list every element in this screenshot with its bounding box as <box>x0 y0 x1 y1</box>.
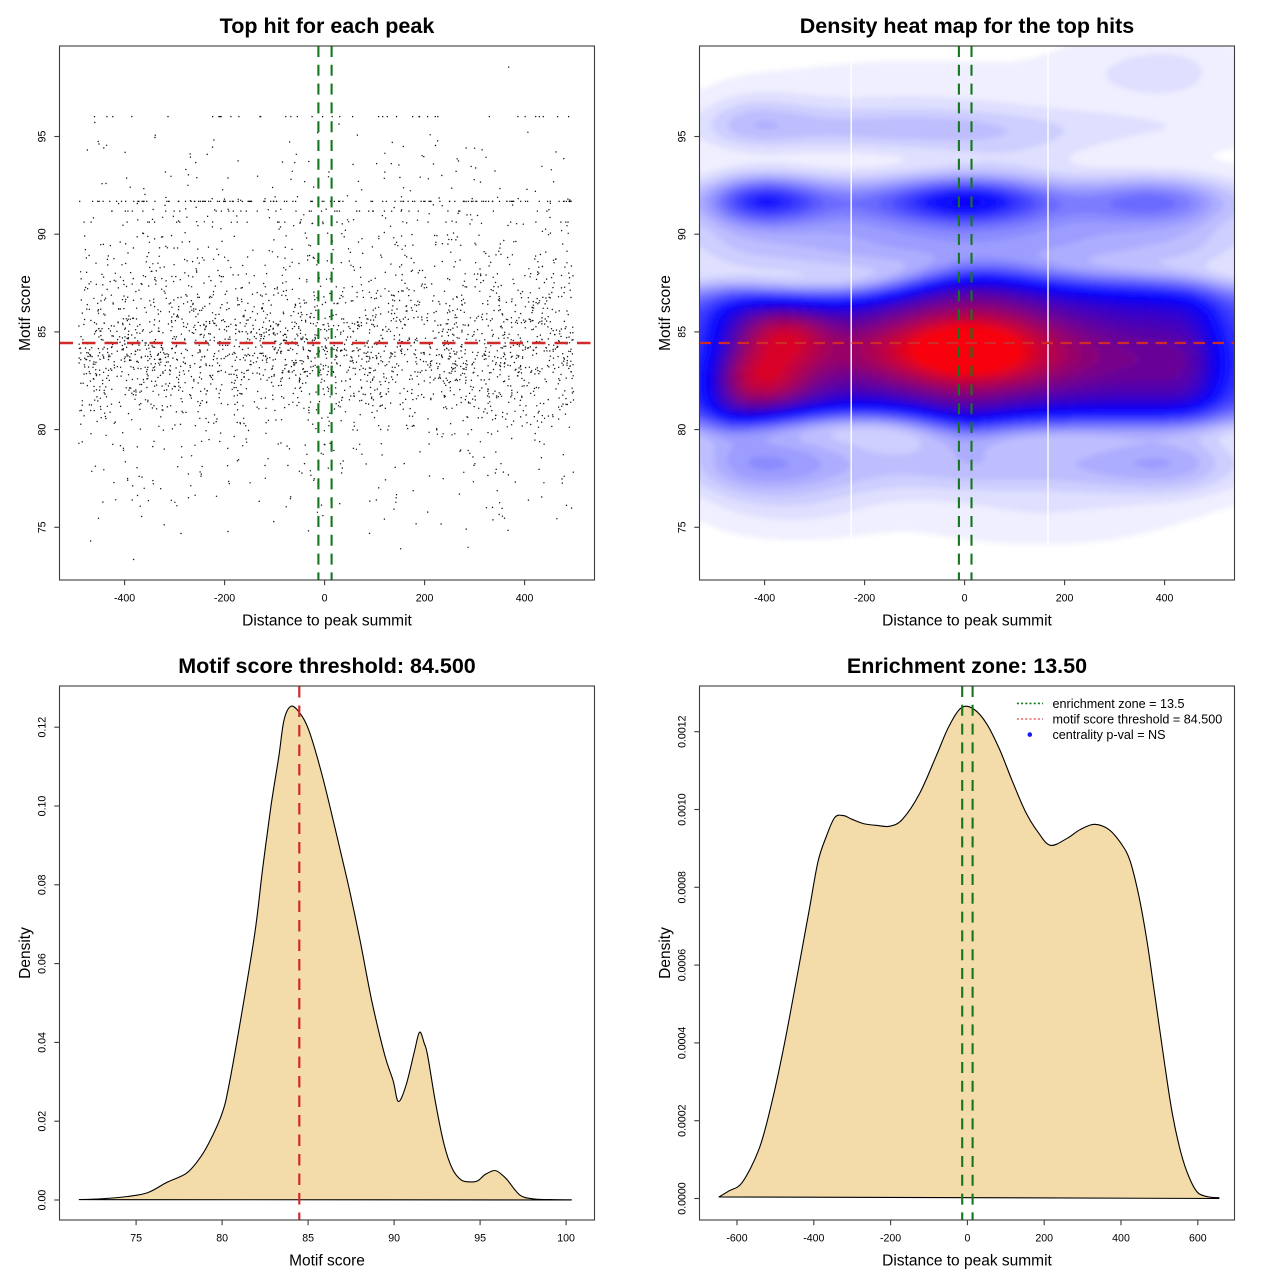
svg-text:-400: -400 <box>754 593 775 605</box>
svg-text:-200: -200 <box>214 593 235 605</box>
svg-text:centrality p-val = NS: centrality p-val = NS <box>1053 728 1166 742</box>
svg-text:80: 80 <box>677 424 689 436</box>
svg-text:0.02: 0.02 <box>37 1111 49 1132</box>
svg-text:600: 600 <box>1189 1233 1207 1245</box>
svg-text:0.08: 0.08 <box>37 874 49 895</box>
svg-text:0.00: 0.00 <box>37 1190 49 1211</box>
svg-text:75: 75 <box>130 1233 142 1245</box>
svg-text:90: 90 <box>388 1233 400 1245</box>
svg-text:Density heat map for the top h: Density heat map for the top hits <box>800 14 1135 38</box>
svg-text:Top hit for each peak: Top hit for each peak <box>220 14 435 38</box>
svg-text:motif score threshold = 84.500: motif score threshold = 84.500 <box>1053 713 1223 727</box>
svg-text:-600: -600 <box>726 1233 747 1245</box>
svg-text:0.0004: 0.0004 <box>677 1027 689 1060</box>
svg-text:200: 200 <box>1056 593 1074 605</box>
svg-text:Density: Density <box>657 927 674 979</box>
svg-text:75: 75 <box>37 521 49 533</box>
svg-text:-400: -400 <box>803 1233 824 1245</box>
svg-text:Distance to peak summit: Distance to peak summit <box>882 1253 1052 1270</box>
svg-text:80: 80 <box>37 424 49 436</box>
svg-text:0.04: 0.04 <box>37 1032 49 1053</box>
svg-text:Motif score: Motif score <box>657 275 674 351</box>
svg-text:85: 85 <box>37 326 49 338</box>
svg-text:Motif score: Motif score <box>17 275 34 351</box>
svg-text:-200: -200 <box>854 593 875 605</box>
svg-text:0.12: 0.12 <box>37 717 49 738</box>
svg-text:Motif score threshold: 84.500: Motif score threshold: 84.500 <box>178 654 476 678</box>
svg-text:Motif score: Motif score <box>289 1253 365 1270</box>
svg-text:80: 80 <box>216 1233 228 1245</box>
svg-text:Density: Density <box>17 927 34 979</box>
svg-text:400: 400 <box>516 593 534 605</box>
svg-text:400: 400 <box>1156 593 1174 605</box>
svg-text:100: 100 <box>557 1233 575 1245</box>
svg-text:95: 95 <box>37 131 49 143</box>
svg-text:400: 400 <box>1112 1233 1130 1245</box>
svg-text:95: 95 <box>677 131 689 143</box>
svg-text:0.0002: 0.0002 <box>677 1104 689 1137</box>
svg-text:95: 95 <box>474 1233 486 1245</box>
svg-text:Distance to peak summit: Distance to peak summit <box>882 613 1052 630</box>
svg-text:200: 200 <box>1035 1233 1053 1245</box>
svg-text:75: 75 <box>677 521 689 533</box>
svg-text:0.06: 0.06 <box>37 953 49 974</box>
svg-text:0.0000: 0.0000 <box>677 1182 689 1215</box>
svg-text:0.0006: 0.0006 <box>677 949 689 982</box>
svg-text:200: 200 <box>416 593 434 605</box>
svg-text:0.0012: 0.0012 <box>677 715 689 748</box>
svg-text:0: 0 <box>964 1233 970 1245</box>
svg-text:0.0008: 0.0008 <box>677 871 689 904</box>
svg-text:90: 90 <box>677 228 689 240</box>
svg-text:enrichment zone = 13.5: enrichment zone = 13.5 <box>1053 697 1185 711</box>
svg-text:Distance to peak summit: Distance to peak summit <box>242 613 412 630</box>
svg-text:85: 85 <box>302 1233 314 1245</box>
svg-text:Enrichment zone: 13.50: Enrichment zone: 13.50 <box>847 654 1087 678</box>
svg-text:0.10: 0.10 <box>37 796 49 817</box>
svg-text:-400: -400 <box>114 593 135 605</box>
svg-text:0.0010: 0.0010 <box>677 793 689 826</box>
svg-text:0: 0 <box>322 593 328 605</box>
svg-text:85: 85 <box>677 326 689 338</box>
svg-text:90: 90 <box>37 228 49 240</box>
svg-text:0: 0 <box>962 593 968 605</box>
svg-text:-200: -200 <box>880 1233 901 1245</box>
